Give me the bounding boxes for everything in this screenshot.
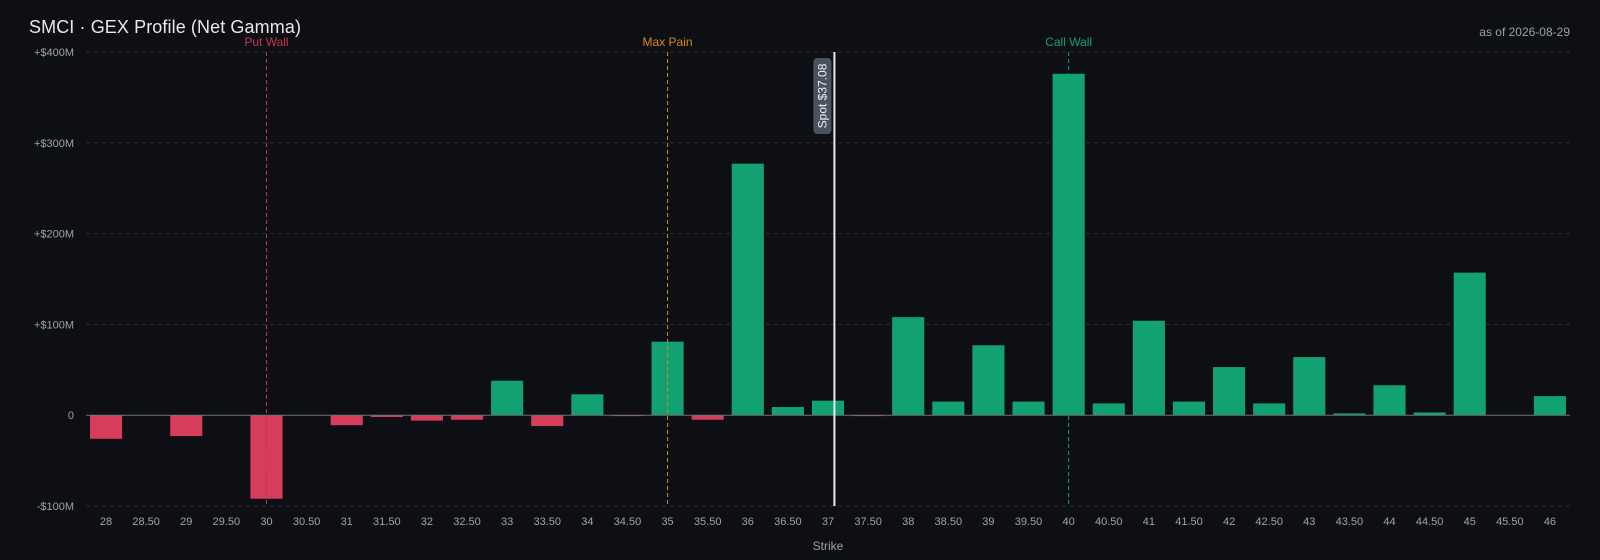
as-of-date: as of 2026-08-29 bbox=[1479, 25, 1570, 39]
x-tick-label: 41 bbox=[1143, 516, 1155, 528]
bar bbox=[1333, 413, 1366, 416]
bar bbox=[731, 163, 764, 416]
y-tick-label: -$100M bbox=[37, 501, 74, 513]
x-tick-label: 43 bbox=[1303, 516, 1315, 528]
x-tick-label: 33 bbox=[501, 516, 513, 528]
x-tick-label: 46 bbox=[1544, 516, 1556, 528]
bar bbox=[771, 407, 804, 416]
bar bbox=[330, 415, 363, 426]
x-tick-label: 45 bbox=[1464, 516, 1476, 528]
x-tick-label: 35 bbox=[661, 516, 673, 528]
x-tick-label: 38.50 bbox=[935, 516, 963, 528]
spot-label: Spot $37.08 bbox=[815, 63, 829, 128]
bar bbox=[450, 415, 484, 420]
bar bbox=[1293, 357, 1326, 416]
x-tick-label: 40 bbox=[1063, 516, 1075, 528]
bar bbox=[972, 345, 1005, 416]
x-tick-label: 34.50 bbox=[614, 516, 642, 528]
x-tick-label: 35.50 bbox=[694, 516, 722, 528]
x-tick-label: 32 bbox=[421, 516, 433, 528]
bar bbox=[1012, 401, 1045, 416]
bar bbox=[1132, 320, 1165, 416]
x-tick-label: 37 bbox=[822, 516, 834, 528]
bar bbox=[1373, 385, 1406, 416]
x-tick-label: 43.50 bbox=[1336, 516, 1364, 528]
bar bbox=[531, 415, 564, 427]
bar bbox=[1413, 412, 1446, 416]
x-tick-label: 34 bbox=[581, 516, 593, 528]
x-tick-label: 36 bbox=[742, 516, 754, 528]
y-tick-label: +$300M bbox=[34, 138, 74, 150]
call-wall-label: Call Wall bbox=[1045, 35, 1092, 49]
x-tick-label: 36.50 bbox=[774, 516, 802, 528]
x-tick-label: 39 bbox=[982, 516, 994, 528]
bar bbox=[170, 415, 203, 437]
x-tick-label: 39.50 bbox=[1015, 516, 1043, 528]
bar bbox=[1453, 272, 1486, 416]
x-tick-label: 38 bbox=[902, 516, 914, 528]
x-tick-label: 42 bbox=[1223, 516, 1235, 528]
y-tick-label: 0 bbox=[68, 410, 74, 422]
x-tick-label: 44.50 bbox=[1416, 516, 1444, 528]
x-axis-title: Strike bbox=[813, 539, 844, 553]
spot-badge: Spot $37.08 bbox=[813, 58, 832, 134]
x-tick-label: 32.50 bbox=[453, 516, 481, 528]
bar bbox=[892, 317, 925, 416]
bar bbox=[571, 394, 604, 416]
max-pain-label: Max Pain bbox=[643, 35, 693, 49]
x-tick-label: 29 bbox=[180, 516, 192, 528]
x-tick-label: 31.50 bbox=[373, 516, 401, 528]
bar bbox=[410, 415, 443, 421]
y-tick-label: +$200M bbox=[34, 229, 74, 241]
x-tick-label: 44 bbox=[1383, 516, 1395, 528]
bar bbox=[1533, 396, 1566, 416]
x-tick-label: 28 bbox=[100, 516, 112, 528]
chart-title: SMCI · GEX Profile (Net Gamma) bbox=[29, 17, 302, 37]
y-tick-label: +$400M bbox=[34, 47, 74, 59]
bar bbox=[1253, 403, 1286, 416]
bar bbox=[90, 415, 123, 439]
bar bbox=[691, 415, 724, 420]
bar bbox=[1213, 367, 1246, 416]
spot-badge-bg bbox=[813, 58, 832, 134]
bar bbox=[1092, 403, 1125, 416]
bar bbox=[370, 415, 403, 418]
bar bbox=[1172, 401, 1206, 416]
x-tick-label: 29.50 bbox=[213, 516, 241, 528]
bar bbox=[250, 415, 283, 499]
x-tick-label: 33.50 bbox=[533, 516, 561, 528]
x-tick-label: 37.50 bbox=[854, 516, 882, 528]
x-tick-label: 41.50 bbox=[1175, 516, 1203, 528]
bar bbox=[491, 380, 524, 416]
x-tick-label: 30 bbox=[260, 516, 272, 528]
x-tick-label: 40.50 bbox=[1095, 516, 1123, 528]
x-tick-label: 45.50 bbox=[1496, 516, 1524, 528]
x-tick-label: 30.50 bbox=[293, 516, 321, 528]
x-tick-label: 42.50 bbox=[1255, 516, 1283, 528]
x-tick-label: 31 bbox=[341, 516, 353, 528]
put-wall-label: Put Wall bbox=[244, 35, 288, 49]
x-tick-label: 28.50 bbox=[132, 516, 160, 528]
bar bbox=[932, 401, 965, 416]
y-tick-label: +$100M bbox=[34, 319, 74, 331]
bar bbox=[811, 400, 845, 416]
